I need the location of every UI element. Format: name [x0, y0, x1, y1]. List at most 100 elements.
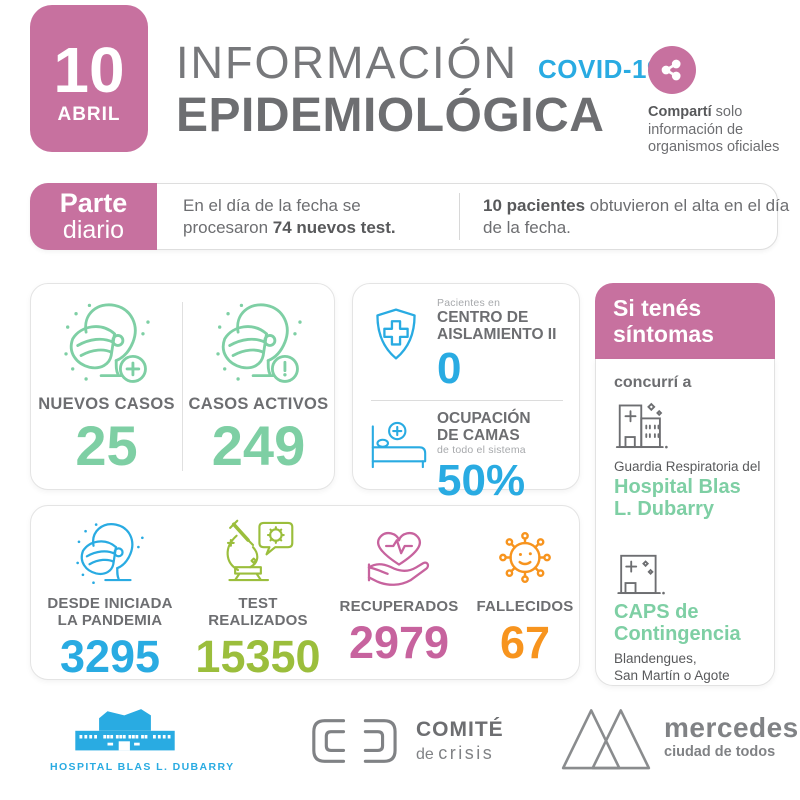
isolation-small-label: Pacientes en: [437, 297, 501, 309]
daily-report-label: Parte diario: [30, 183, 157, 250]
symptoms-panel-title: Si tenés síntomas: [595, 283, 775, 359]
caps-building-icon: [614, 547, 680, 599]
masked-person-alert-icon: [213, 297, 305, 383]
new-cases-value: 25: [75, 414, 138, 477]
masked-person-plus-icon: [61, 297, 153, 383]
parte-label-bold: Parte: [59, 187, 128, 218]
capacity-card: Pacientes en CENTRO DE AISLAMIENTO II 0: [352, 283, 580, 503]
discharged-text: 10 pacientes obtuvieron el alta en el dí…: [483, 195, 798, 239]
card-divider: [182, 302, 183, 471]
caps-addresses: Blandengues, San Martín o Agote: [614, 651, 762, 685]
discharged-rest: obtuvieron el alta en el día de la fecha…: [483, 196, 790, 237]
masked-person-icon: [70, 518, 150, 591]
share-note-line3: organismos oficiales: [648, 139, 780, 156]
totals-card: DESDE INICIADA LA PANDEMIA 3295: [30, 505, 580, 680]
deaths-label: FALLECIDOS: [476, 598, 573, 616]
label-line1: TEST: [238, 594, 278, 612]
symptoms-title-line1: Si tenés: [613, 295, 702, 321]
share-note-block: Compartí solo información de organismos …: [648, 46, 786, 157]
cases-card: NUEVOS CASOS 25 CASOS ACTIVOS 249: [30, 283, 335, 490]
caps-address-line1: Blandengues,: [614, 651, 697, 666]
beds-small-label: de todo el sistema: [437, 444, 526, 457]
isolation-value: 0: [437, 343, 462, 393]
label-line1: DESDE INICIADA: [47, 594, 173, 612]
deaths-value: 67: [499, 616, 551, 668]
hospital-building-logo-icon: [75, 709, 175, 751]
symptoms-title-line2: síntomas: [613, 320, 714, 347]
caps-name: CAPS de Contingencia: [614, 601, 762, 645]
mercedes-name: mercedes: [664, 712, 799, 743]
caps-address-line2: San Martín o Agote: [614, 667, 730, 683]
card-divider: [371, 399, 563, 401]
hospital-name-line2: L. Dubarry: [614, 498, 715, 520]
recovered-block: RECUPERADOS 2979: [327, 506, 471, 679]
tests-total-label: TEST REALIZADOS: [208, 595, 308, 630]
new-cases-block: NUEVOS CASOS 25: [31, 284, 182, 489]
share-note-rest: solo: [711, 104, 743, 120]
bed-occupancy-block: OCUPACIÓN DE CAMAS de todo el sistema 50…: [367, 410, 567, 504]
hospital-logo-text: HOSPITAL BLAS L. DUBARRY: [50, 761, 235, 773]
caps-name-line2: Contingencia: [614, 623, 741, 645]
covid-19-tag: COVID-19: [538, 54, 662, 84]
beds-label-line2: DE CAMAS: [437, 427, 520, 445]
comite-title: COMITÉ: [416, 717, 504, 741]
pandemic-total-block: DESDE INICIADA LA PANDEMIA 3295: [31, 506, 189, 679]
recovered-value: 2979: [348, 616, 450, 668]
mercedes-m-logo-icon: [561, 709, 651, 770]
title-informacion: INFORMACIÓN: [176, 37, 518, 88]
isolation-center-block: Pacientes en CENTRO DE AISLAMIENTO II 0: [367, 297, 567, 391]
hospital-logo: HOSPITAL BLAS L. DUBARRY: [50, 700, 235, 773]
symptoms-panel: Si tenés síntomas concurrí a Guardia Res…: [595, 283, 775, 686]
caps-name-line1: CAPS de: [614, 601, 699, 623]
pandemic-total-label: DESDE INICIADA LA PANDEMIA: [47, 595, 172, 630]
beds-value: 50%: [437, 456, 526, 506]
isolation-label-line2: AISLAMIENTO II: [437, 326, 557, 344]
crisis-committee-logo: COMITÉ de crisis: [308, 716, 504, 766]
discharged-count: 10 pacientes: [483, 196, 586, 215]
tests-total-value: 15350: [195, 631, 321, 682]
heart-hand-icon: [367, 531, 430, 586]
share-note-bold: Compartí: [648, 104, 712, 120]
hospital-building-icon: [614, 401, 680, 453]
virus-icon: [499, 531, 551, 584]
vertical-divider: [459, 193, 460, 240]
new-cases-label: NUEVOS CASOS: [38, 395, 175, 413]
comite-subtitle: de crisis: [416, 743, 504, 764]
symptoms-panel-body: concurrí a Guardia Respiratoria del Hosp…: [595, 359, 775, 686]
label-line1: RECUPERADOS: [339, 598, 459, 615]
crisis-committee-logo-icon: [312, 719, 397, 763]
title-epidemiologica: EPIDEMIOLÓGICA: [176, 89, 605, 142]
tests-count: 74 nuevos test.: [272, 217, 396, 237]
tests-text: En el día de la fecha se procesaron: [183, 196, 361, 237]
hospital-name-line1: Hospital Blas: [614, 476, 741, 498]
recovered-label: RECUPERADOS: [340, 598, 459, 616]
tests-processed-text: En el día de la fecha se procesaron 74 n…: [183, 195, 445, 239]
tests-total-block: TEST REALIZADOS 15350: [189, 506, 327, 679]
share-note-line2: información de: [648, 121, 744, 138]
share-note-text: Compartí solo información de organismos …: [648, 104, 786, 157]
page-title: INFORMACIÓN COVID-19 EPIDEMIOLÓGICA: [176, 40, 662, 140]
label-line1: FALLECIDOS: [476, 598, 574, 615]
beds-label-line1: OCUPACIÓN: [437, 409, 531, 427]
pandemic-total-value: 3295: [59, 631, 161, 682]
active-cases-block: CASOS ACTIVOS 249: [183, 284, 334, 489]
date-badge: 10 ABRIL: [30, 5, 148, 152]
daily-report-bar: Parte diario En el día de la fecha se pr…: [30, 183, 789, 250]
date-day: 10: [53, 33, 125, 106]
mercedes-city-logo: mercedes ciudad de todos: [560, 703, 799, 771]
shield-cross-icon: [376, 308, 416, 360]
label-line2: LA PANDEMIA: [57, 612, 163, 630]
guardia-label: Guardia Respiratoria del: [614, 459, 761, 474]
deaths-block: FALLECIDOS 67: [471, 506, 579, 679]
comite-crisis: crisis: [438, 742, 495, 763]
isolation-label-line1: CENTRO DE: [437, 309, 529, 326]
microscope-icon: [226, 519, 294, 582]
date-month: ABRIL: [57, 103, 121, 125]
comite-de: de: [416, 745, 439, 763]
active-cases-label: CASOS ACTIVOS: [188, 395, 329, 413]
mercedes-tagline: ciudad de todos: [664, 744, 776, 760]
active-cases-value: 249: [211, 414, 306, 477]
symptoms-intro: concurrí a: [614, 374, 692, 391]
share-icon: [648, 46, 696, 94]
